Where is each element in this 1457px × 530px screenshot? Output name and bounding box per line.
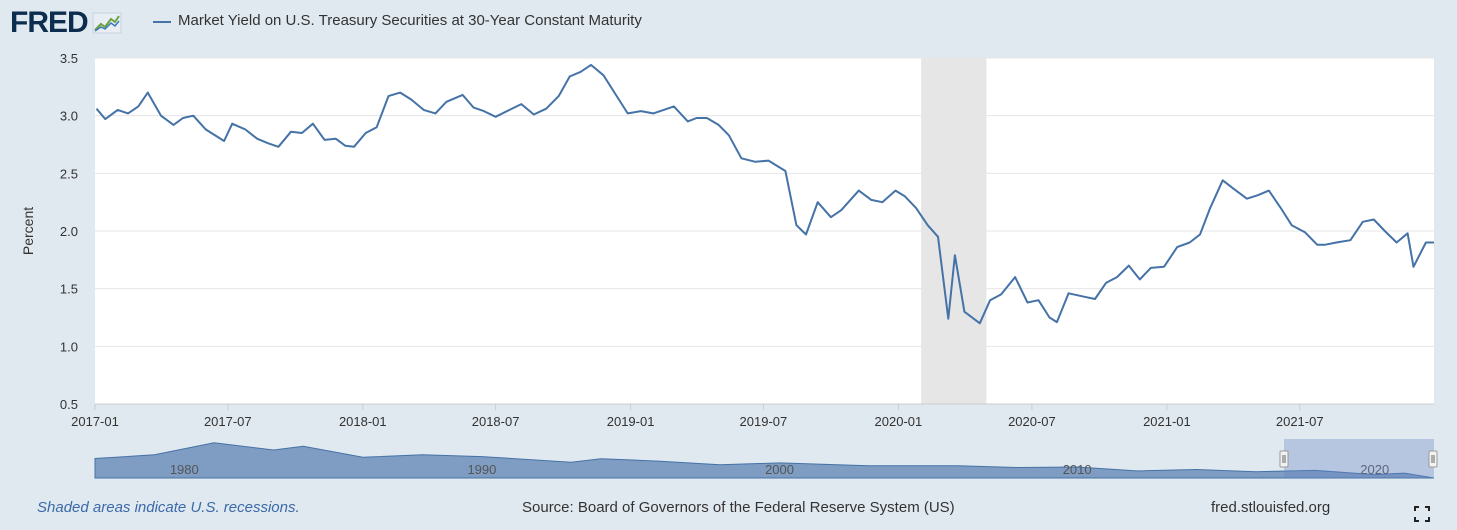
x-tick-label: 2017-07 bbox=[204, 414, 252, 429]
y-axis-label: Percent bbox=[20, 207, 36, 255]
recession-note: Shaded areas indicate U.S. recessions. bbox=[37, 499, 300, 516]
series-line bbox=[95, 63, 1434, 325]
fred-logo[interactable]: FRED bbox=[10, 6, 122, 40]
x-tick-label: 2018-07 bbox=[472, 414, 520, 429]
x-tick-label: 2020-07 bbox=[1008, 414, 1056, 429]
range-navigator[interactable]: 1980 1990 2000 2010 2020 bbox=[94, 439, 1438, 479]
navigator-year-label: 1980 bbox=[170, 462, 199, 477]
navigator-left-handle[interactable] bbox=[1279, 450, 1289, 468]
y-tick-label: 1.5 bbox=[60, 282, 78, 297]
navigator-year-label: 2010 bbox=[1063, 462, 1092, 477]
x-axis-tick-labels: 2017-01 2017-07 2018-01 2018-07 2019-01 2019-… bbox=[71, 403, 1434, 429]
x-tick-label: 2020-01 bbox=[875, 414, 923, 429]
navigator-selected-range[interactable] bbox=[1284, 439, 1434, 478]
navigator-overview-area bbox=[94, 442, 1435, 479]
y-tick-label: 3.0 bbox=[60, 109, 78, 124]
source-note: Source: Board of Governors of the Federa… bbox=[522, 499, 955, 516]
x-tick-label: 2021-07 bbox=[1276, 414, 1324, 429]
fred-logo-text: FRED bbox=[10, 6, 89, 39]
y-tick-label: 2.0 bbox=[60, 224, 78, 239]
y-axis-tick-labels: 0.5 1.0 1.5 2.0 2.5 3.0 3.5 bbox=[60, 51, 78, 412]
legend-series-label[interactable]: Market Yield on U.S. Treasury Securities… bbox=[178, 12, 642, 29]
y-tick-label: 0.5 bbox=[60, 397, 78, 412]
fred-logo-graph-icon bbox=[92, 12, 122, 34]
series-group bbox=[95, 63, 1434, 325]
navigator-year-label: 2020 bbox=[1360, 462, 1389, 477]
navigator-right-handle[interactable] bbox=[1428, 450, 1438, 468]
line-chart: 0.5 1.0 1.5 2.0 2.5 3.0 3.5 2017-01 2017-07 2018… bbox=[20, 51, 1438, 479]
x-tick-label: 2017-01 bbox=[71, 414, 119, 429]
chart-header: FRED Market Yield on U.S. Treasury Secur… bbox=[0, 0, 1457, 44]
x-tick-label: 2018-01 bbox=[339, 414, 387, 429]
x-tick-label: 2019-01 bbox=[607, 414, 655, 429]
fullscreen-icon[interactable] bbox=[1414, 506, 1430, 522]
x-tick-label: 2021-01 bbox=[1143, 414, 1191, 429]
y-tick-label: 1.0 bbox=[60, 339, 78, 354]
navigator-year-labels: 1980 1990 2000 2010 2020 bbox=[170, 462, 1389, 477]
y-tick-label: 3.5 bbox=[60, 51, 78, 66]
navigator-year-label: 1990 bbox=[467, 462, 496, 477]
x-tick-label: 2019-07 bbox=[740, 414, 788, 429]
fred-url-link[interactable]: fred.stlouisfed.org bbox=[1211, 499, 1331, 516]
navigator-year-label: 2000 bbox=[765, 462, 794, 477]
y-tick-label: 2.5 bbox=[60, 166, 78, 181]
legend-series-swatch bbox=[153, 21, 171, 23]
